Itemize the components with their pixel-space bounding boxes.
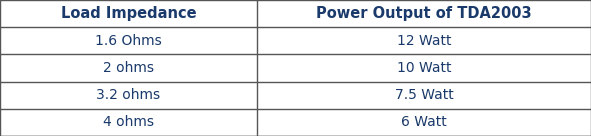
Text: 4 ohms: 4 ohms [103, 115, 154, 129]
Text: 6 Watt: 6 Watt [401, 115, 447, 129]
Text: 10 Watt: 10 Watt [397, 61, 452, 75]
Text: 7.5 Watt: 7.5 Watt [395, 88, 453, 102]
Text: Load Impedance: Load Impedance [61, 6, 196, 21]
Text: 12 Watt: 12 Watt [397, 34, 452, 48]
Text: 3.2 ohms: 3.2 ohms [96, 88, 161, 102]
Text: Power Output of TDA2003: Power Output of TDA2003 [316, 6, 532, 21]
Text: 1.6 Ohms: 1.6 Ohms [95, 34, 162, 48]
Text: 2 ohms: 2 ohms [103, 61, 154, 75]
